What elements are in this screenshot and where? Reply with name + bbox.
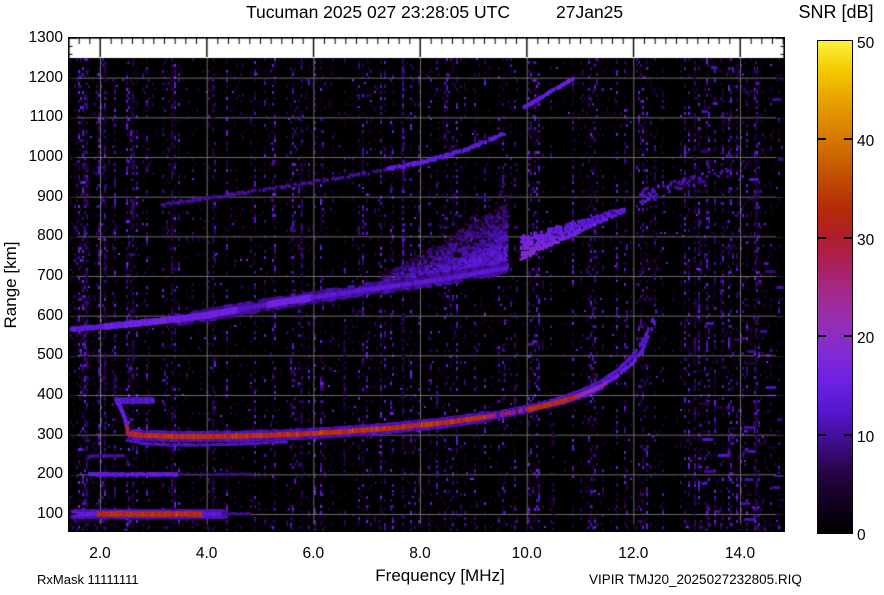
plot-date: 27Jan25 [556,2,624,22]
ionogram-plot-canvas [68,37,785,532]
colorbar-tick-label: 50 [857,35,875,52]
colorbar-tick-label: 20 [857,330,875,348]
y-tick-label: 1000 [28,147,63,165]
colorbar-tick-label: 30 [857,231,875,249]
data-file-label: VIPIR TMJ20_2025027232805.RIQ [589,572,802,587]
y-tick-label: 300 [37,425,63,443]
y-tick-label: 700 [37,266,63,284]
colorbar-tick-mark [844,236,852,239]
plot-title: Tucuman 2025 027 23:28:05 UTC [246,2,510,22]
colorbar-tick-mark [844,433,852,436]
snr-colorbar [817,40,853,534]
x-tick-label: 2.0 [89,545,111,562]
x-tick-label: 14.0 [724,545,756,562]
colorbar-tick-mark [818,138,826,141]
y-tick-label: 1100 [29,108,63,126]
colorbar-tick-label: 0 [857,527,866,544]
y-tick-label: 800 [37,227,63,245]
x-tick-label: 4.0 [195,545,218,562]
colorbar-tick-mark [818,236,826,239]
y-tick-label: 100 [37,505,63,522]
colorbar-tick-label: 10 [857,428,875,446]
colorbar-tick-label: 40 [857,133,875,151]
x-axis-label: Frequency [MHz] [375,566,505,585]
y-tick-label: 200 [37,465,63,483]
x-tick-label: 8.0 [409,545,431,562]
y-tick-label: 1200 [28,68,63,86]
colorbar-tick-mark [818,335,826,338]
y-tick-label: 900 [37,187,63,205]
colorbar-title: SNR [dB] [798,2,874,22]
colorbar-tick-mark [818,433,826,436]
colorbar-tick-mark [844,138,852,141]
y-tick-label: 600 [37,306,63,324]
y-tick-label: 500 [37,346,63,364]
y-tick-label: 400 [37,385,63,403]
colorbar-tick-mark [844,335,852,338]
x-tick-label: 6.0 [302,545,325,562]
x-tick-label: 12.0 [618,545,649,562]
x-tick-label: 10.0 [511,545,542,562]
y-tick-label: 1300 [28,28,63,46]
rx-mask-label: RxMask 11111111 [37,572,139,587]
